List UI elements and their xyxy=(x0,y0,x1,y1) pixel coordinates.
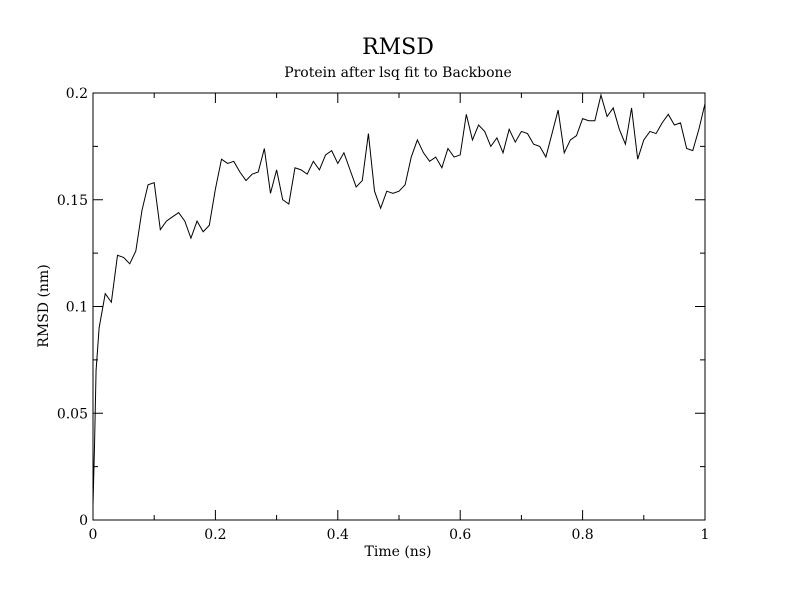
chart-title: RMSD xyxy=(362,35,434,60)
chart-subtitle: Protein after lsq fit to Backbone xyxy=(284,65,512,81)
plot-frame xyxy=(92,92,706,521)
x-tick-label: 0 xyxy=(89,527,98,543)
y-tick-label: 0.1 xyxy=(66,300,88,316)
y-tick-label: 0.15 xyxy=(57,193,88,209)
y-tick-label: 0.2 xyxy=(66,86,88,102)
y-tick-label: 0.05 xyxy=(57,406,88,422)
y-tick-label: 0 xyxy=(79,513,88,529)
tick-labels: 0 0.2 0.4 0.6 0.8 1 0 0.05 0.1 0.15 0.2 xyxy=(57,86,710,543)
y-axis-label: RMSD (nm) xyxy=(36,264,52,347)
x-axis-label: Time (ns) xyxy=(365,544,432,560)
rmsd-series-line xyxy=(92,93,706,506)
x-tick-label: 0.6 xyxy=(449,527,471,543)
x-tick-label: 0.4 xyxy=(327,527,349,543)
x-tick-label: 1 xyxy=(701,527,710,543)
x-tick-label: 0.2 xyxy=(204,527,226,543)
x-tick-label: 0.8 xyxy=(571,527,593,543)
